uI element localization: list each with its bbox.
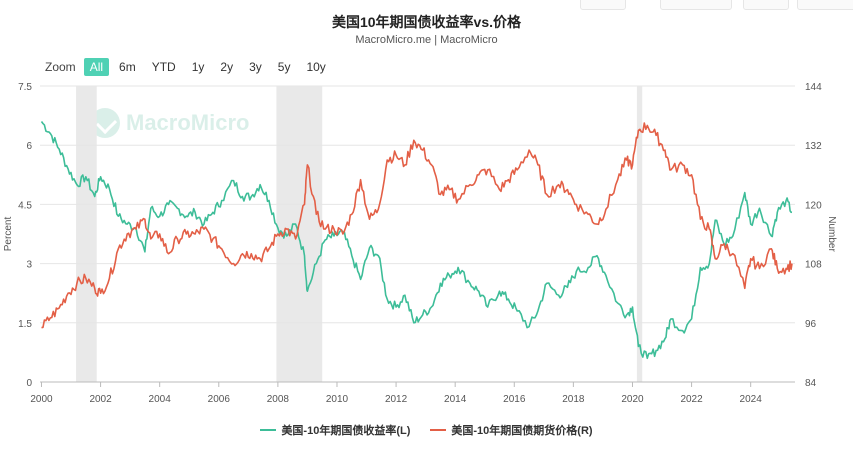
y-right-tick-label: 108 <box>805 260 822 271</box>
top-toolbar-button[interactable] <box>660 0 732 10</box>
watermark: MacroMicro <box>90 108 249 138</box>
range-button-1y[interactable]: 1y <box>191 60 205 74</box>
x-tick-label: 2008 <box>267 394 290 405</box>
range-button-2y[interactable]: 2y <box>220 60 234 74</box>
y-right-tick-label: 84 <box>805 378 817 389</box>
range-button-all[interactable]: All <box>83 58 110 76</box>
range-button-5y[interactable]: 5y <box>277 60 291 74</box>
x-tick-label: 2018 <box>562 394 585 405</box>
legend-label-yield: 美国-10年期国债收益率(L) <box>281 425 411 437</box>
x-tick-label: 2012 <box>385 394 408 405</box>
top-toolbar-button[interactable] <box>580 0 626 10</box>
x-tick-label: 2020 <box>621 394 644 405</box>
y-left-tick-label: 7.5 <box>18 82 32 93</box>
y-right-tick-label: 120 <box>805 200 822 211</box>
legend: 美国-10年期国债收益率(L) 美国-10年期国债期货价格(R) <box>0 422 853 438</box>
x-tick-label: 2000 <box>30 394 53 405</box>
x-tick-label: 2004 <box>149 394 172 405</box>
y-left-tick-label: 3 <box>26 260 32 271</box>
recession-band <box>76 86 97 382</box>
legend-item-price[interactable]: 美国-10年期国债期货价格(R) <box>430 422 593 438</box>
y-left-tick-label: 4.5 <box>18 200 32 211</box>
y-right-tick-label: 96 <box>805 319 817 330</box>
range-button-10y[interactable]: 10y <box>306 60 326 74</box>
chart-title: 美国10年期国债收益率vs.价格 <box>331 14 522 30</box>
y-right-tick-label: 132 <box>805 141 822 152</box>
legend-item-yield[interactable]: 美国-10年期国债收益率(L) <box>260 422 410 438</box>
top-toolbar-button[interactable] <box>797 0 853 10</box>
x-tick-label: 2022 <box>680 394 703 405</box>
series-line-yield <box>40 121 793 360</box>
watermark-text: MacroMicro <box>126 110 250 135</box>
legend-swatch-price <box>430 429 447 431</box>
x-tick-label: 2014 <box>444 394 467 405</box>
x-tick-label: 2010 <box>326 394 349 405</box>
legend-swatch-yield <box>260 429 277 431</box>
zoom-label: Zoom <box>45 60 76 74</box>
range-button-6m[interactable]: 6m <box>119 60 136 74</box>
y-left-tick-label: 6 <box>26 141 32 152</box>
y-right-axis-title: Number <box>826 216 837 252</box>
y-left-axis-title: Percent <box>3 217 14 252</box>
x-tick-label: 2006 <box>208 394 231 405</box>
x-tick-label: 2016 <box>503 394 526 405</box>
range-selector: Zoom All 6m YTD 1y 2y 3y 5y 10y <box>45 58 336 76</box>
range-button-ytd[interactable]: YTD <box>151 60 176 74</box>
legend-label-price: 美国-10年期国债期货价格(R) <box>451 425 593 437</box>
chart-subtitle: MacroMicro.me | MacroMicro <box>355 34 498 46</box>
y-right-tick-label: 144 <box>805 82 822 93</box>
series-line-price <box>41 122 793 329</box>
top-toolbar-button[interactable] <box>743 0 789 10</box>
recession-band <box>636 86 643 382</box>
x-tick-label: 2002 <box>89 394 112 405</box>
x-tick-label: 2024 <box>740 394 763 405</box>
y-left-tick-label: 0 <box>26 378 32 389</box>
y-left-tick-label: 1.5 <box>18 319 32 330</box>
range-button-3y[interactable]: 3y <box>249 60 262 74</box>
